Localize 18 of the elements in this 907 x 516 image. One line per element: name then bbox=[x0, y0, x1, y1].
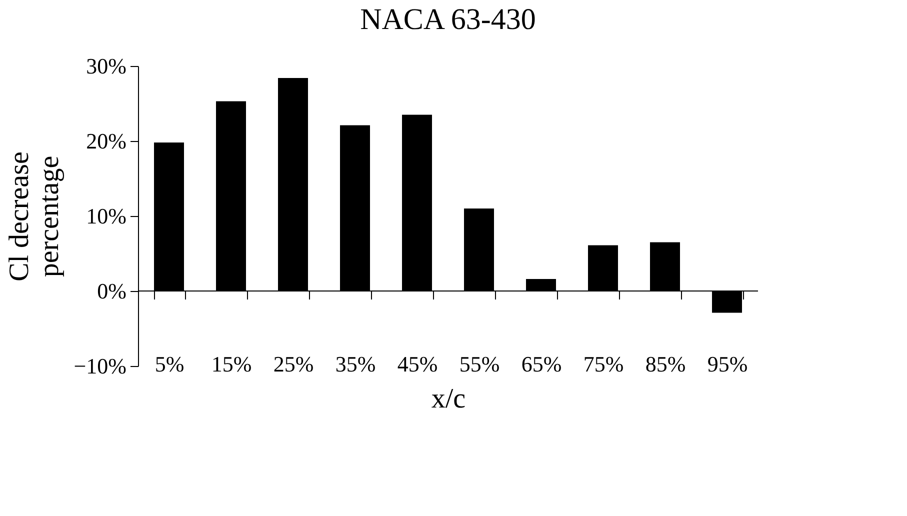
x-tick-label: 55% bbox=[459, 352, 500, 376]
x-tick-label: 65% bbox=[521, 352, 562, 376]
x-tick-label: 25% bbox=[273, 352, 314, 376]
x-tick-label: 75% bbox=[583, 352, 624, 376]
x-tick-label: 35% bbox=[335, 352, 376, 376]
x-tick-label: 95% bbox=[707, 352, 748, 376]
chart-title: NACA 63-430 bbox=[360, 3, 536, 36]
y-tick-label: 0% bbox=[97, 278, 126, 304]
x-axis-title: x/c bbox=[431, 384, 466, 414]
x-tick-label: 5% bbox=[154, 352, 184, 376]
y-tick-label: 30% bbox=[86, 54, 126, 78]
y-tick-label: −10% bbox=[74, 354, 126, 378]
y-axis-title: Cl decrease percentage bbox=[4, 152, 65, 282]
y-tick-label: 20% bbox=[86, 128, 126, 154]
x-tick-label: 85% bbox=[645, 352, 686, 376]
x-tick-label: 15% bbox=[211, 352, 252, 376]
x-tick-label: 45% bbox=[397, 352, 438, 376]
y-tick-label: 10% bbox=[86, 204, 126, 228]
